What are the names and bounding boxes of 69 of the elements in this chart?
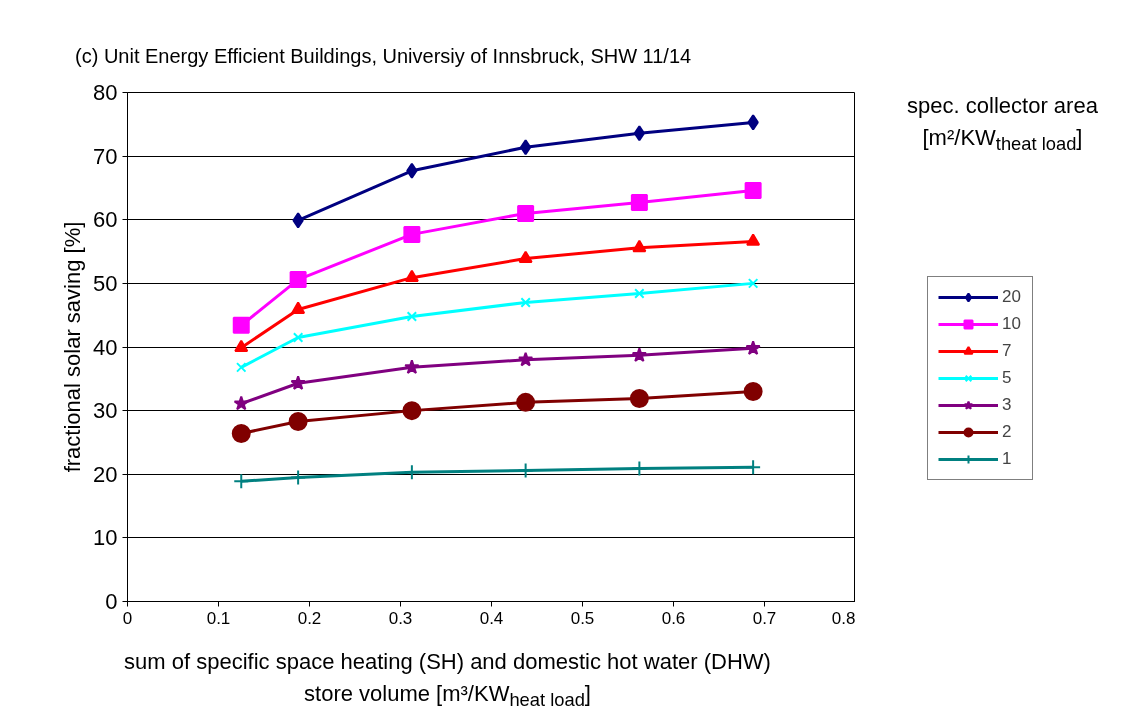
point <box>233 473 250 490</box>
point <box>403 464 420 481</box>
x-tick-label: 0.4 <box>479 608 504 628</box>
y-axis-title: fractional solar saving [%] <box>60 221 86 473</box>
x-tick-label: 0.6 <box>661 608 686 628</box>
x-tick-label: 0 <box>122 608 133 628</box>
point <box>633 125 646 142</box>
point <box>634 288 645 299</box>
legend-label: 7 <box>1002 341 1013 361</box>
legend-label: 1 <box>1002 449 1013 469</box>
point <box>747 278 759 289</box>
y-tick-label: 20 <box>93 461 118 487</box>
point <box>517 204 535 222</box>
point <box>631 460 648 477</box>
point <box>747 114 759 131</box>
point <box>403 225 421 243</box>
point <box>517 351 534 367</box>
point <box>743 382 763 402</box>
y-tick-label: 70 <box>93 143 118 169</box>
point <box>232 316 250 334</box>
y-tick-label: 10 <box>93 525 118 551</box>
legend-label: 2 <box>1002 422 1013 442</box>
point <box>292 332 304 343</box>
x-tick-label: 0.1 <box>206 608 231 628</box>
point <box>233 395 249 411</box>
point <box>406 311 418 322</box>
point <box>745 459 762 476</box>
point <box>290 375 306 390</box>
point <box>632 239 647 253</box>
point <box>404 359 420 375</box>
x-tick-label: 0.3 <box>388 608 413 628</box>
point <box>519 139 532 156</box>
point <box>290 469 307 486</box>
point <box>292 212 304 229</box>
point <box>288 411 308 431</box>
point <box>402 401 422 421</box>
x-tick-label: 0.5 <box>570 608 595 628</box>
point <box>630 194 648 212</box>
y-tick-label: 60 <box>93 207 118 233</box>
x-tick-label: 0.7 <box>752 608 777 628</box>
x-axis-title: sum of specific space heating (SH) and domestic hot water (DHW) store volume [m³/KW$_{heat load}$] <box>124 648 771 712</box>
point <box>518 250 533 264</box>
y-tick-label: 50 <box>93 270 118 296</box>
point <box>746 233 761 246</box>
point <box>629 389 649 409</box>
legend-title: spec. collector area [m²/KW$_{theat load}$] <box>907 92 1098 157</box>
chart-title: (c) Unit Energy Efficient Buildings, Universiy of Innsbruck, SHW 11/14 <box>75 44 692 69</box>
y-tick-label: 80 <box>93 80 118 105</box>
x-tick-label: 0.2 <box>297 608 322 628</box>
legend-label: 5 <box>1002 368 1013 388</box>
point <box>517 462 534 479</box>
x-tick-label: 0.8 <box>831 608 856 628</box>
y-tick-label: 30 <box>93 398 118 424</box>
point <box>744 181 762 199</box>
y-tick-label: 40 <box>93 334 118 360</box>
point <box>236 362 247 373</box>
point <box>516 392 536 412</box>
point <box>231 424 251 444</box>
legend-label: 10 <box>1002 314 1022 334</box>
point <box>404 269 419 283</box>
point <box>234 339 249 353</box>
legend-label: 20 <box>1002 287 1022 307</box>
point <box>745 340 761 355</box>
point <box>631 347 648 362</box>
point <box>520 297 531 308</box>
point <box>406 162 418 179</box>
legend-label: 3 <box>1002 395 1013 415</box>
point <box>291 301 306 314</box>
point <box>289 271 307 289</box>
